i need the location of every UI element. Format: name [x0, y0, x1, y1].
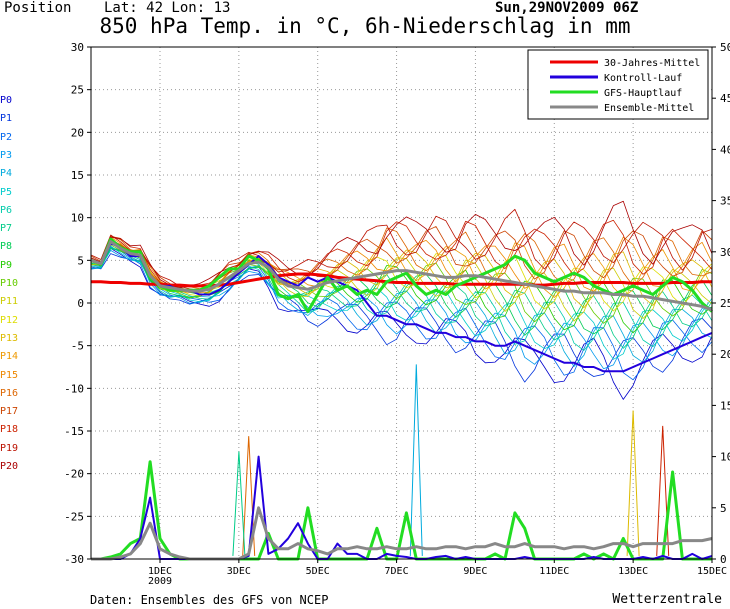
- x-tick-label: 7DEC: [385, 566, 409, 577]
- ensemble-member-temp-line: [90, 248, 713, 351]
- y-left-tick-label: -15: [64, 425, 84, 438]
- x-tick-label: 5DEC: [306, 566, 330, 577]
- y-left-tick-label: -5: [71, 340, 84, 353]
- ensemble-member-precip-spike: [409, 364, 423, 556]
- ensemble-member-precip-spike: [656, 425, 670, 556]
- member-label: P12: [0, 314, 19, 326]
- member-label: P17: [0, 406, 19, 418]
- y-right-tick-label: 15: [720, 399, 730, 412]
- y-left-tick-label: 25: [71, 84, 84, 97]
- member-label: P5: [0, 186, 13, 198]
- y-right-tick-label: 25: [720, 297, 730, 310]
- data-source-label: Daten: Ensembles des GFS von NCEP: [90, 593, 329, 607]
- x-tick-sublabel: 2009: [148, 576, 172, 587]
- legend-label: Ensemble-Mittel: [604, 103, 694, 114]
- y-left-tick-label: -20: [64, 468, 84, 481]
- temp-line-ensemble-mittel: [90, 240, 713, 312]
- member-label: P10: [0, 278, 19, 289]
- legend-label: Kontroll-Lauf: [604, 73, 682, 84]
- y-left-tick-label: 10: [71, 212, 84, 225]
- ensemble-member-precip-spike: [626, 410, 640, 556]
- member-label: P9: [0, 259, 13, 271]
- run-date-label: Sun,29NOV2009 06Z: [495, 0, 639, 16]
- y-left-tick-label: 15: [71, 169, 84, 182]
- legend-label: 30-Jahres-Mittel: [604, 58, 700, 69]
- brand-label: Wetterzentrale: [612, 592, 722, 607]
- x-tick-label: 13DEC: [618, 566, 648, 577]
- member-label: P2: [0, 131, 13, 143]
- member-label: P14: [0, 351, 19, 363]
- x-tick-label: 15DEC: [697, 566, 727, 577]
- member-label: P18: [0, 424, 19, 436]
- member-label: P16: [0, 387, 19, 399]
- y-right-tick-label: 35: [720, 195, 730, 208]
- ensemble-member-temp-line: [90, 250, 713, 370]
- ensemble-member-precip-spike: [232, 451, 246, 556]
- member-label: P8: [0, 241, 13, 253]
- chart-title: 850 hPa Temp. in °C, 6h-Niederschlag in …: [99, 14, 631, 38]
- x-tick-label: 1DEC: [148, 566, 172, 577]
- member-label: P3: [0, 149, 13, 161]
- x-tick-label: 9DEC: [463, 566, 487, 577]
- member-label: P7: [0, 223, 13, 235]
- x-tick-label: 11DEC: [539, 566, 569, 577]
- member-label: P4: [0, 168, 13, 180]
- ensemble-member-temp-line: [90, 244, 713, 324]
- temp-line-30-jahres-mittel: [91, 272, 712, 288]
- member-label: P1: [0, 113, 13, 125]
- y-right-tick-label: 20: [720, 348, 730, 361]
- member-label: P19: [0, 442, 19, 454]
- y-left-tick-label: 20: [71, 126, 84, 139]
- y-right-tick-label: 10: [720, 451, 730, 464]
- x-tick-label: 3DEC: [227, 566, 251, 577]
- member-label: P13: [0, 332, 19, 344]
- y-right-tick-label: 0: [720, 553, 727, 566]
- ensemble-member-temp-line: [90, 240, 713, 312]
- y-left-tick-label: 5: [77, 254, 84, 267]
- member-label: P20: [0, 461, 19, 472]
- legend-label: GFS-Hauptlauf: [604, 88, 682, 99]
- ensemble-member-temp-line: [90, 245, 713, 360]
- y-right-tick-label: 45: [720, 92, 730, 105]
- y-left-tick-label: 0: [77, 297, 84, 310]
- member-label: P15: [0, 369, 19, 381]
- y-left-tick-label: -10: [64, 382, 84, 395]
- y-left-tick-label: -25: [64, 510, 84, 523]
- member-label: P0: [0, 95, 13, 106]
- y-right-tick-label: 50: [720, 41, 730, 54]
- y-right-tick-label: 5: [720, 502, 727, 515]
- member-label: P6: [0, 204, 13, 216]
- y-left-tick-label: 30: [71, 41, 84, 54]
- position-label: Position: [4, 0, 72, 16]
- y-left-tick-label: -30: [64, 553, 84, 566]
- ensemble-member-temp-line: [90, 227, 713, 290]
- lat-lon-label: Lat: 42 Lon: 13: [104, 0, 231, 16]
- member-label: P11: [0, 296, 19, 308]
- y-right-tick-label: 30: [720, 246, 730, 259]
- ensemble-member-temp-line: [90, 246, 713, 381]
- y-right-tick-label: 40: [720, 143, 730, 156]
